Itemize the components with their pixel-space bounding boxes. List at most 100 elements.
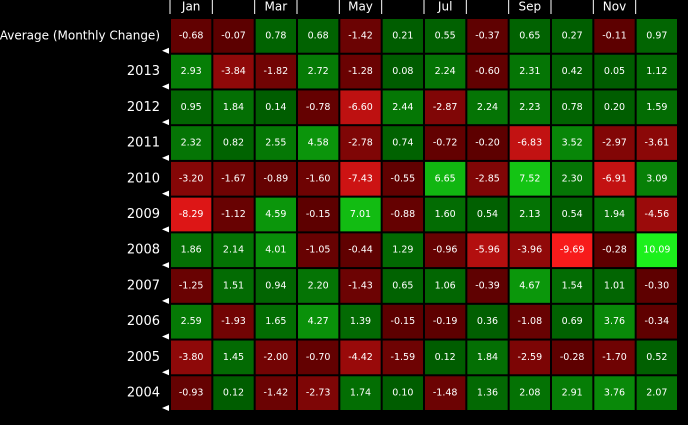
cell-label: 0.08 [392, 66, 413, 77]
heatmap-cell [552, 340, 593, 375]
heatmap-cell [340, 376, 381, 410]
cell-label: 2.93 [181, 66, 202, 77]
heatmap-cell [171, 126, 212, 160]
heatmap-cell [636, 376, 677, 410]
cell-label: -3.20 [179, 173, 204, 184]
cell-label: -1.43 [348, 280, 373, 291]
cell-label: -2.85 [475, 173, 500, 184]
cell-label: 7.01 [350, 209, 371, 220]
cell-label: 1.51 [223, 280, 244, 291]
cell-label: 0.42 [562, 66, 583, 77]
cell-label: 1.59 [646, 102, 667, 113]
cell-label: -1.12 [221, 209, 246, 220]
cell-label: -8.29 [179, 209, 204, 220]
cell-label: 0.94 [265, 280, 286, 291]
row-marker [162, 369, 169, 376]
row-marker [162, 119, 169, 126]
cell-label: 2.08 [519, 388, 540, 399]
cell-label: -1.08 [518, 316, 543, 327]
cell-label: 10.09 [643, 245, 670, 256]
cell-label: 2.44 [392, 102, 413, 113]
heatmap-cell [636, 233, 677, 268]
cell-label: 0.12 [435, 352, 456, 363]
cell-label: -0.07 [221, 30, 246, 41]
heatmap-cell [298, 233, 339, 268]
heatmap-cell [255, 19, 296, 53]
cell-label: -2.00 [264, 352, 289, 363]
heatmap-cell [213, 126, 254, 160]
cell-label: 1.06 [435, 280, 456, 291]
heatmap-cell [298, 161, 339, 196]
heatmap-cell [171, 304, 212, 339]
cell-label: 2.31 [519, 66, 540, 77]
heatmap-cell [425, 304, 466, 339]
cell-label: -1.42 [264, 388, 289, 399]
cell-label: -1.60 [306, 173, 331, 184]
cell-label: -0.20 [475, 138, 500, 149]
heatmap-cell [255, 269, 296, 303]
heatmap-cell [213, 197, 254, 232]
heatmap-cell [213, 340, 254, 375]
cell-label: -1.05 [306, 245, 331, 256]
heatmap-cell [467, 269, 508, 303]
cell-label: -0.89 [264, 173, 289, 184]
cell-label: 0.69 [562, 316, 583, 327]
cell-label: 0.52 [646, 352, 667, 363]
cell-label: 0.78 [265, 30, 286, 41]
heatmap-cell [340, 304, 381, 339]
heatmap-cell [509, 126, 550, 160]
heatmap-cell [340, 161, 381, 196]
heatmap-cell [467, 161, 508, 196]
x-tick-label: Nov [603, 0, 626, 14]
heatmap-cell [213, 233, 254, 268]
heatmap-cell [594, 197, 635, 232]
cell-label: 0.20 [604, 102, 625, 113]
heatmap-cell [382, 90, 423, 125]
cell-label: 1.94 [604, 209, 625, 220]
cell-label: 2.23 [519, 102, 540, 113]
heatmap-cell [255, 233, 296, 268]
heatmap-cell [382, 161, 423, 196]
cell-label: 2.55 [265, 138, 286, 149]
row-label: 2013 [127, 64, 160, 79]
cell-label: 1.36 [477, 388, 498, 399]
heatmap-cell [213, 54, 254, 89]
heatmap-cell [552, 197, 593, 232]
heatmap-cell [340, 19, 381, 53]
heatmap-cell [425, 233, 466, 268]
cell-label: -0.15 [391, 316, 416, 327]
cell-label: -0.37 [475, 30, 500, 41]
cell-label: -6.60 [348, 102, 373, 113]
heatmap-cell [509, 269, 550, 303]
cell-label: -5.96 [475, 245, 500, 256]
heatmap-cell [425, 269, 466, 303]
row-label: 2010 [127, 171, 160, 186]
cell-label: 3.76 [604, 316, 625, 327]
heatmap-cell [594, 233, 635, 268]
heatmap-cell [425, 161, 466, 196]
heatmap-cell [594, 340, 635, 375]
cell-label: 1.12 [646, 66, 667, 77]
cell-label: 1.60 [435, 209, 456, 220]
cell-label: 1.84 [477, 352, 498, 363]
cell-label: -6.83 [518, 138, 543, 149]
heatmap-cell [171, 161, 212, 196]
row-marker [162, 405, 169, 411]
cell-label: -0.88 [391, 209, 416, 220]
heatmap-cell [467, 54, 508, 89]
cell-label: 0.97 [646, 30, 667, 41]
heatmap-cell [298, 126, 339, 160]
heatmap-cell [509, 340, 550, 375]
cell-label: 1.86 [181, 245, 202, 256]
heatmap-cell [509, 19, 550, 53]
heatmap-cell [467, 197, 508, 232]
heatmap-cell [213, 161, 254, 196]
heatmap-cell [340, 197, 381, 232]
heatmap-cell [552, 376, 593, 410]
cell-label: 0.65 [519, 30, 540, 41]
cell-label: 2.24 [435, 66, 456, 77]
cell-label: -0.30 [645, 280, 670, 291]
heatmap-cell [552, 126, 593, 160]
cell-label: -0.55 [391, 173, 416, 184]
